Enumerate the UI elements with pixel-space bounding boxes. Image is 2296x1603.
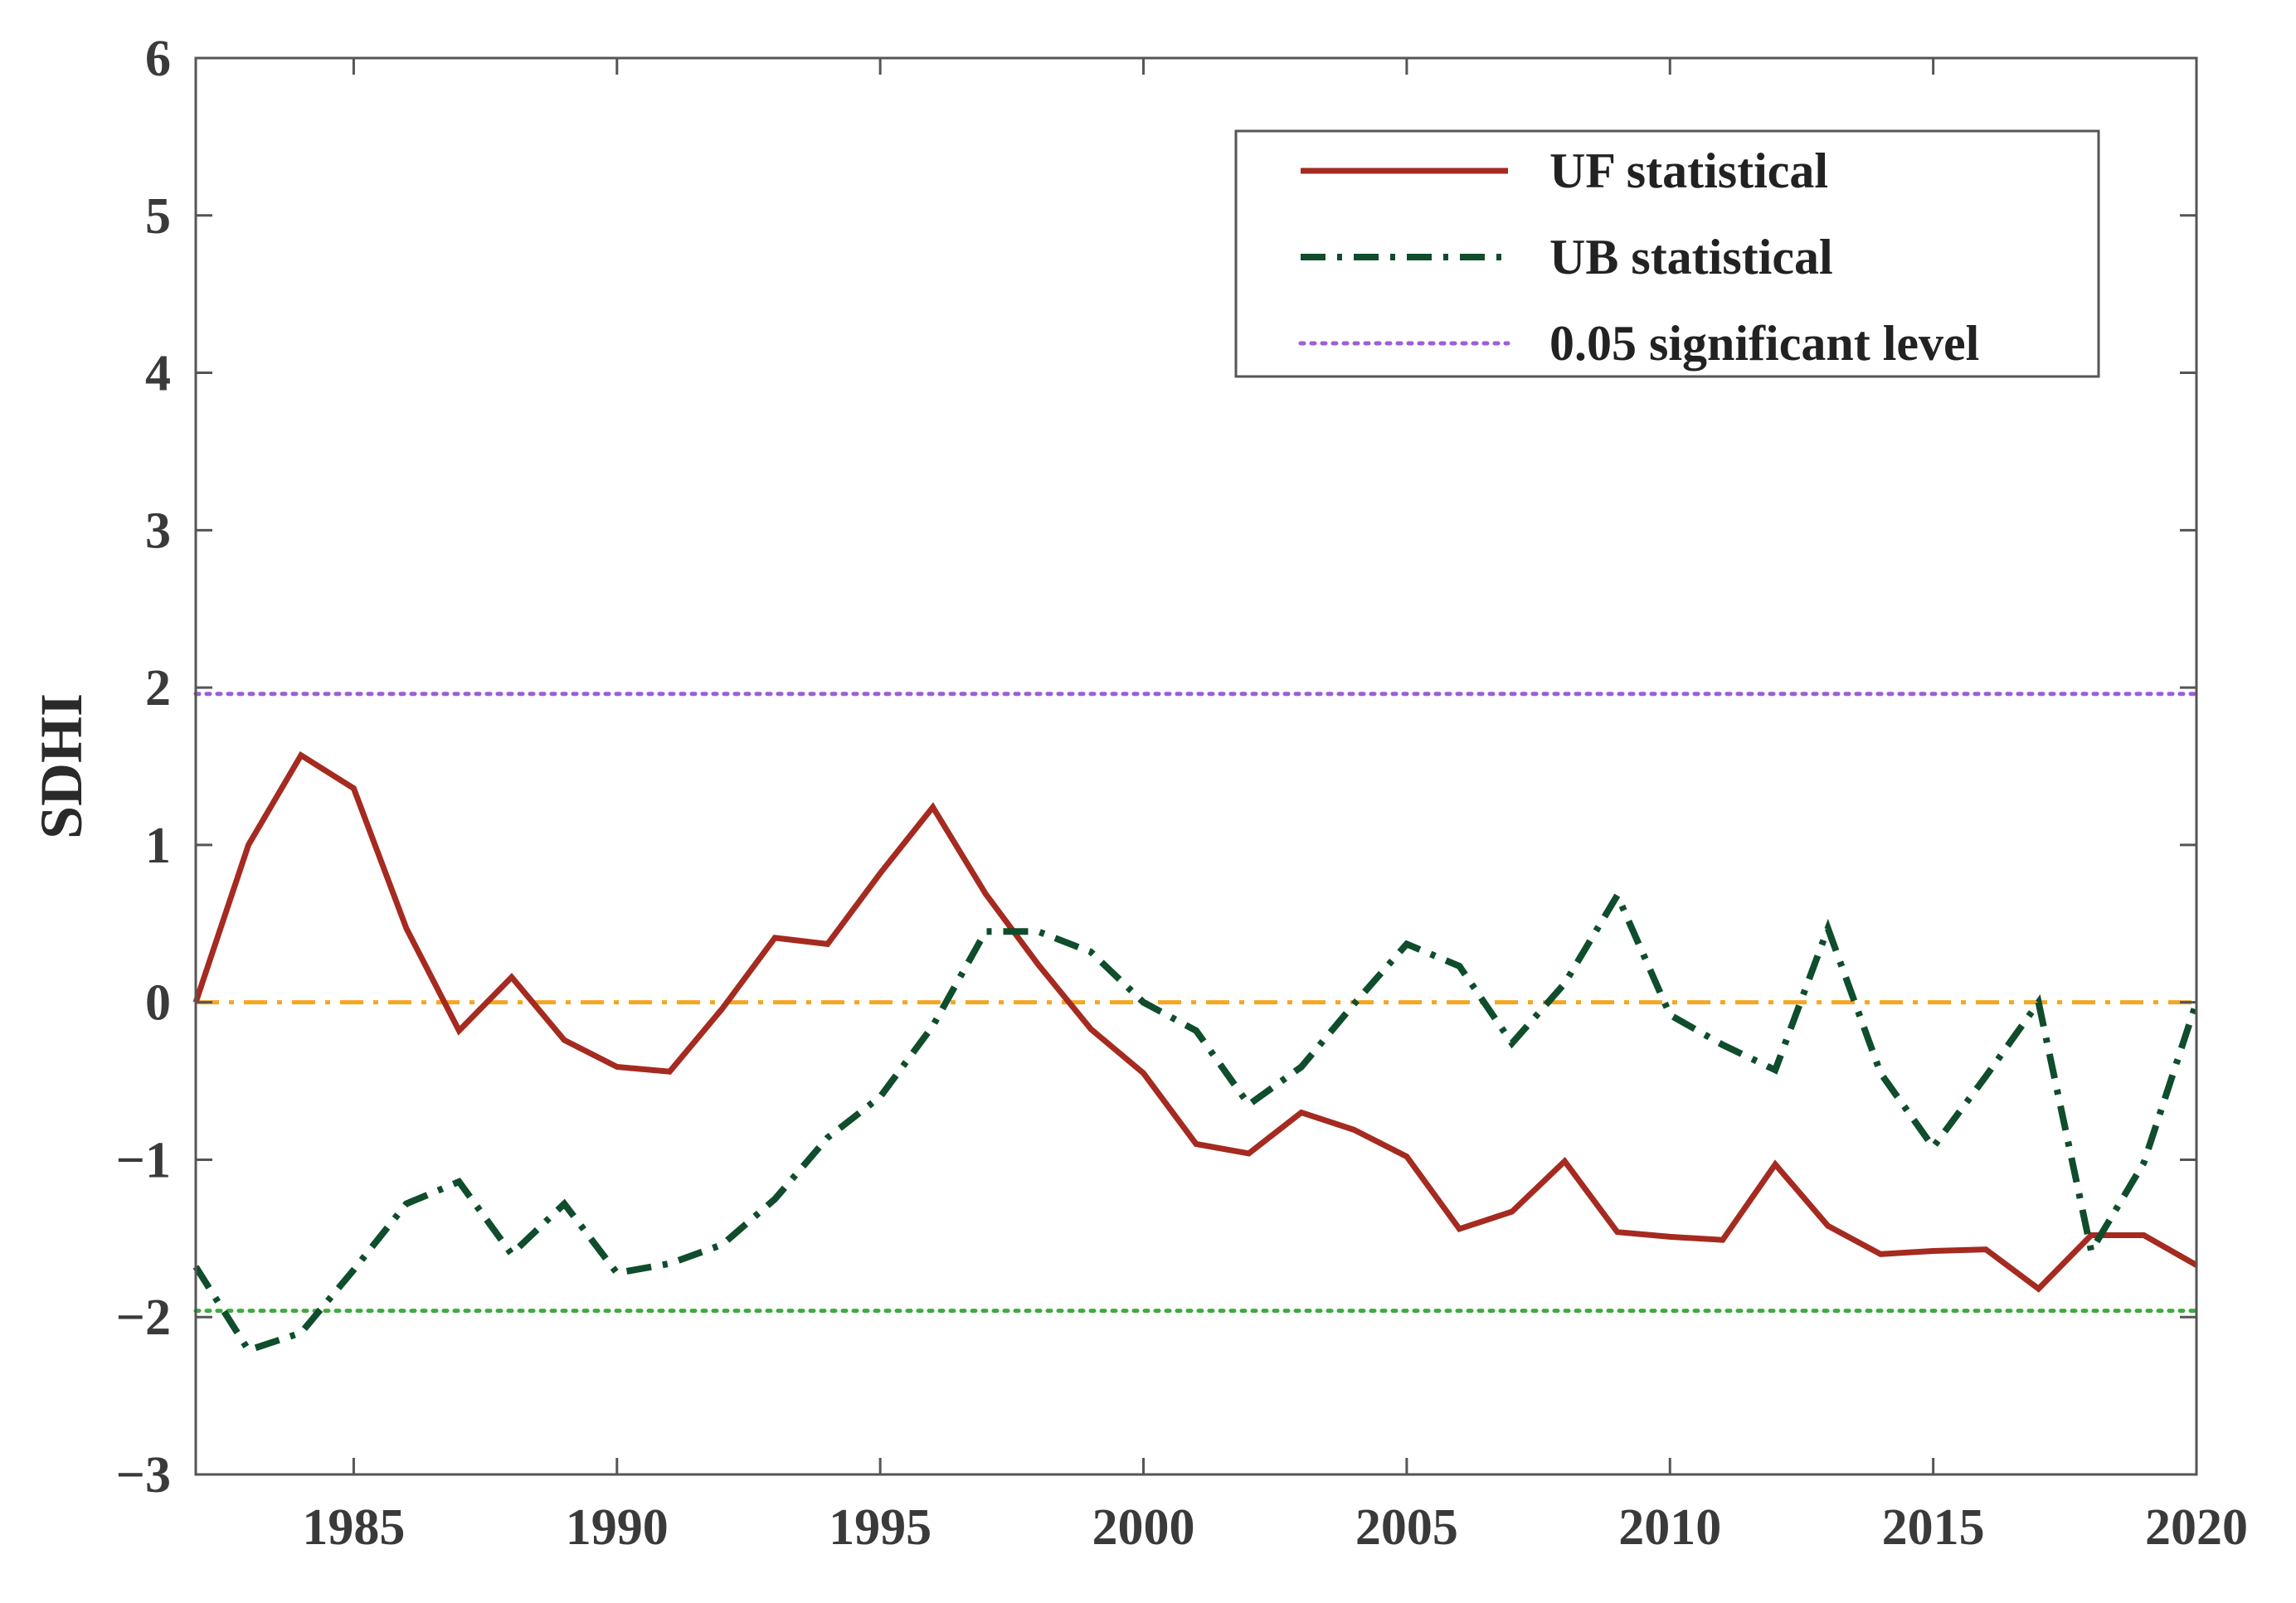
axis-ticks: −3 −2 −1 0 1 2 3 4 5 6 1985 1990 1995 2000 2005 2010 201… [116, 31, 2248, 1556]
x-tick-label: 1995 [829, 1499, 932, 1556]
y-tick-label: 3 [145, 503, 171, 559]
x-tick-label: 2020 [2145, 1499, 2248, 1556]
plot-border [194, 56, 2198, 1476]
x-tick-label: 2005 [1355, 1499, 1458, 1556]
reference-lines [193, 692, 2199, 1314]
y-axis-label: SDHI [28, 693, 95, 839]
legend: UF statistical UB statistical 0.05 signifi… [1234, 129, 2100, 378]
y-tick-label: 6 [145, 31, 171, 87]
series-line-uf [192, 750, 2198, 1293]
y-tick-label: −1 [116, 1132, 171, 1188]
series-lines [192, 750, 2200, 1354]
y-tick-label: −2 [116, 1290, 171, 1346]
y-tick-label: 1 [145, 818, 171, 874]
series-line-ub [192, 887, 2200, 1354]
y-tick-label: −3 [116, 1447, 171, 1503]
legend-label-0: UF statistical [1549, 143, 1828, 198]
x-tick-label: 2000 [1092, 1499, 1195, 1556]
x-tick-label: 2010 [1618, 1499, 1721, 1556]
y-tick-label: 0 [145, 975, 171, 1032]
legend-label-1: UB statistical [1549, 230, 1833, 284]
x-tick-label: 1985 [302, 1499, 405, 1556]
y-tick-label: 2 [145, 660, 171, 716]
x-tick-label: 1990 [566, 1499, 669, 1556]
x-tick-label: 2015 [1882, 1499, 1985, 1556]
y-tick-label: 5 [145, 188, 171, 245]
legend-label-2: 0.05 significant level [1549, 316, 1979, 371]
y-tick-label: 4 [145, 346, 171, 402]
plot-frame [194, 56, 2198, 1476]
